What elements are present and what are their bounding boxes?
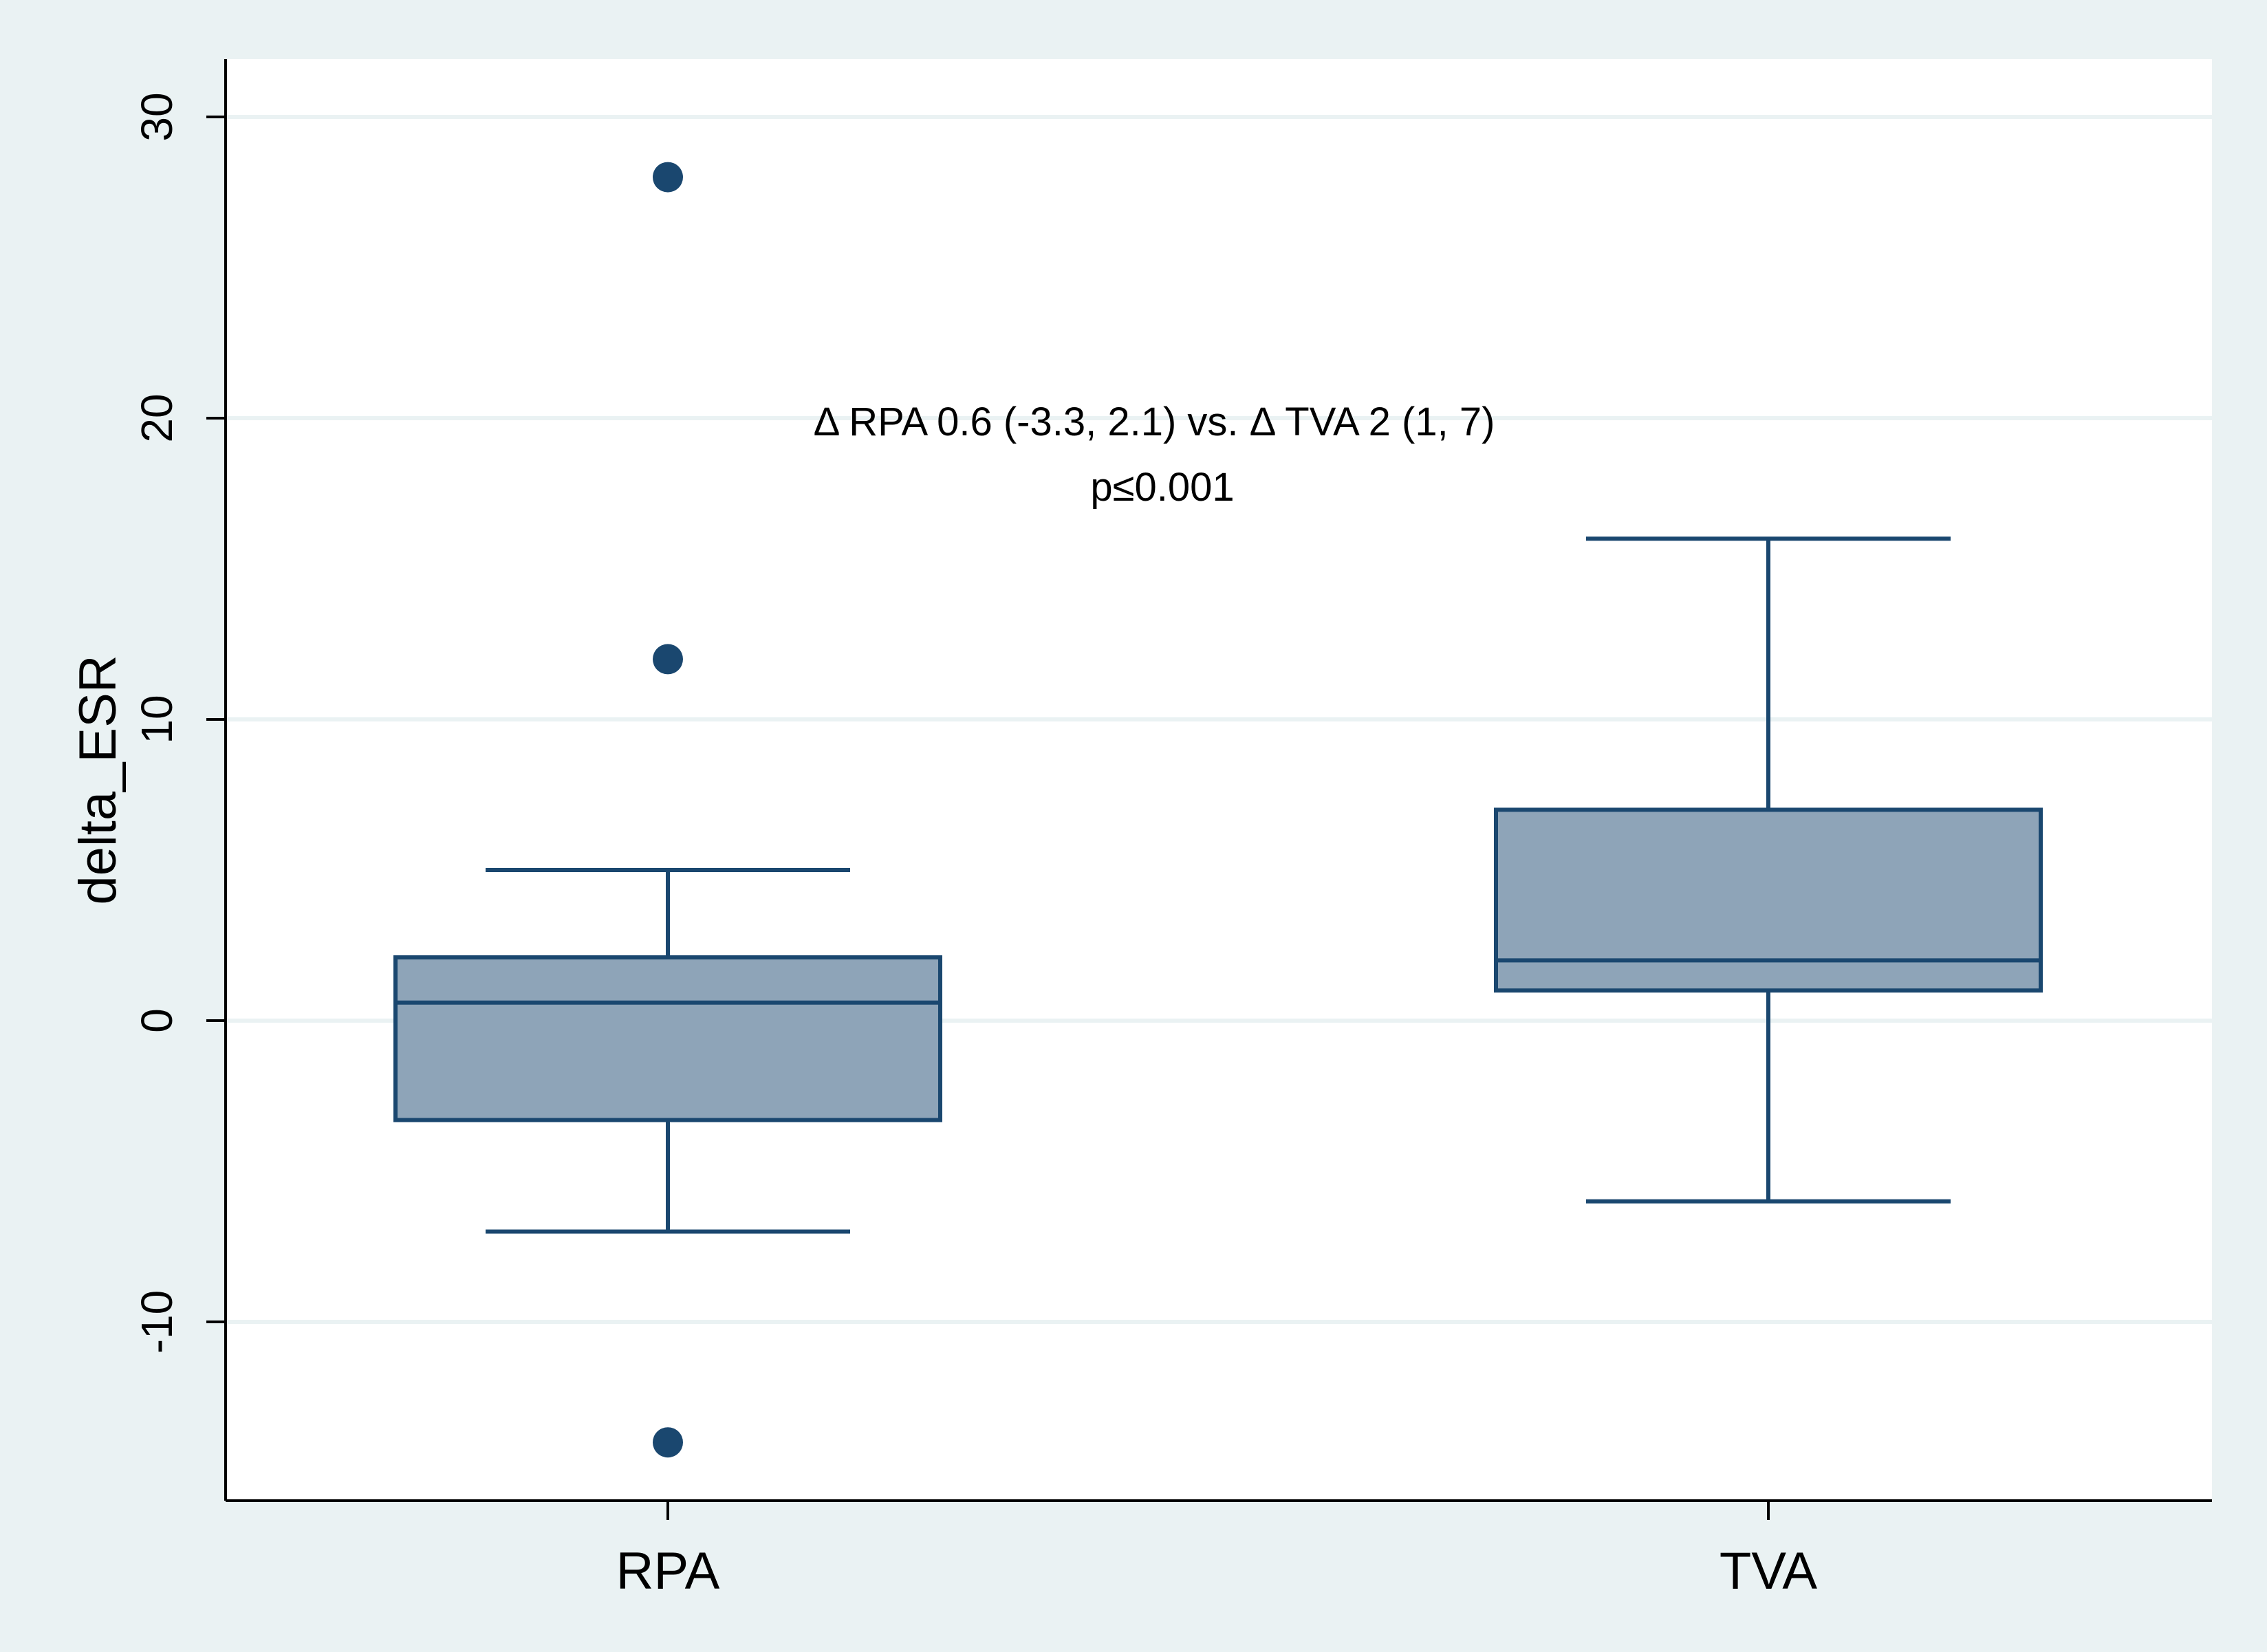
outliers-layer bbox=[653, 162, 683, 1458]
y-tick-label: -10 bbox=[132, 1290, 182, 1354]
y-tick-label: 30 bbox=[132, 92, 182, 141]
boxes-layer bbox=[393, 536, 2043, 1234]
outlier-point-rpa bbox=[653, 1427, 683, 1458]
x-category-label-rpa: RPA bbox=[616, 1542, 720, 1600]
box-rpa bbox=[393, 955, 942, 1122]
annotation-p-value: p≤0.001 bbox=[1090, 465, 1234, 510]
x-axis-categories: RPA TVA bbox=[616, 1501, 1817, 1600]
annotation-comparison: Δ RPA 0.6 (-3.3, 2.1) vs. Δ TVA 2 (1, 7) bbox=[814, 400, 1495, 444]
outlier-point-rpa bbox=[653, 644, 683, 675]
x-category-label-tva: TVA bbox=[1720, 1542, 1817, 1600]
y-tick-label: 0 bbox=[132, 1008, 182, 1033]
outlier-point-rpa bbox=[653, 162, 683, 193]
y-axis-ticks: -10 0 10 20 30 bbox=[132, 92, 226, 1354]
y-tick-label: 20 bbox=[132, 393, 182, 442]
box-tva bbox=[1494, 807, 2043, 993]
y-tick-label: 10 bbox=[132, 695, 182, 743]
plot-area bbox=[226, 59, 2212, 1501]
y-axis-title: delta_ESR bbox=[69, 655, 127, 904]
